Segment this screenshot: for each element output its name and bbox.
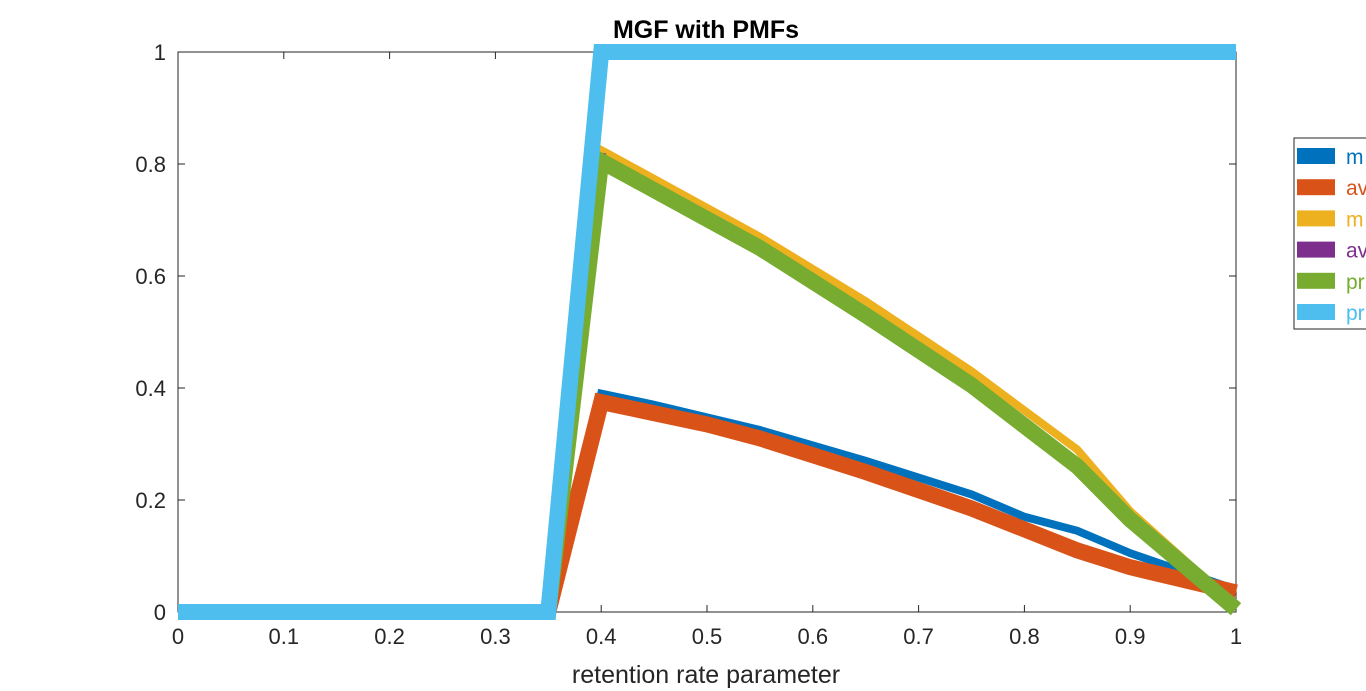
x-tick-label: 0.1 — [269, 624, 300, 649]
x-axis-label: retention rate parameter — [572, 661, 840, 689]
x-tick-label: 1 — [1230, 624, 1242, 649]
x-tick-label: 0.8 — [1009, 624, 1040, 649]
x-tick-label: 0.7 — [903, 624, 934, 649]
x-tick-label: 0.2 — [374, 624, 405, 649]
legend-label: pr — [1346, 271, 1365, 294]
legend-swatch — [1297, 304, 1335, 320]
legend-label: m — [1346, 208, 1364, 231]
x-tick-label: 0.5 — [692, 624, 723, 649]
legend-swatch — [1297, 179, 1335, 196]
legend-swatch — [1297, 148, 1335, 164]
legend-swatch — [1297, 241, 1335, 258]
x-tick-label: 0.3 — [480, 624, 511, 649]
x-tick-label: 0.9 — [1115, 624, 1146, 649]
legend-box — [1293, 137, 1366, 330]
y-tick-label: 1 — [154, 40, 166, 65]
x-tick-label: 0 — [172, 624, 184, 649]
legend-swatch — [1297, 272, 1335, 289]
legend-label: av — [1346, 240, 1366, 263]
legend-label: m — [1346, 146, 1364, 169]
x-tick-label: 0.4 — [586, 624, 617, 649]
y-tick-label: 0.4 — [135, 376, 166, 401]
series-line-2 — [178, 392, 1238, 620]
legend: m av m av pr pr — [1293, 137, 1366, 330]
axes-frame — [177, 51, 1237, 613]
y-tick-label: 0.8 — [135, 152, 166, 177]
legend-label: pr — [1346, 302, 1365, 325]
y-tick-label: 0 — [154, 600, 166, 625]
plot-area — [178, 44, 1242, 620]
y-tick-label: 0.2 — [135, 488, 166, 513]
series-line-6 — [178, 44, 1236, 620]
legend-label: av — [1346, 177, 1366, 200]
legend-swatch — [1297, 210, 1335, 227]
chart-title: MGF with PMFs — [613, 16, 799, 44]
ticks: 0 0.1 0.2 0.3 0.4 0.5 0.6 0.7 0.8 0.9 1 0 0.2 0.4 0.6 0… — [135, 40, 1242, 649]
y-tick-label: 0.6 — [135, 264, 166, 289]
axes-box — [177, 51, 1237, 613]
x-tick-label: 0.6 — [798, 624, 829, 649]
